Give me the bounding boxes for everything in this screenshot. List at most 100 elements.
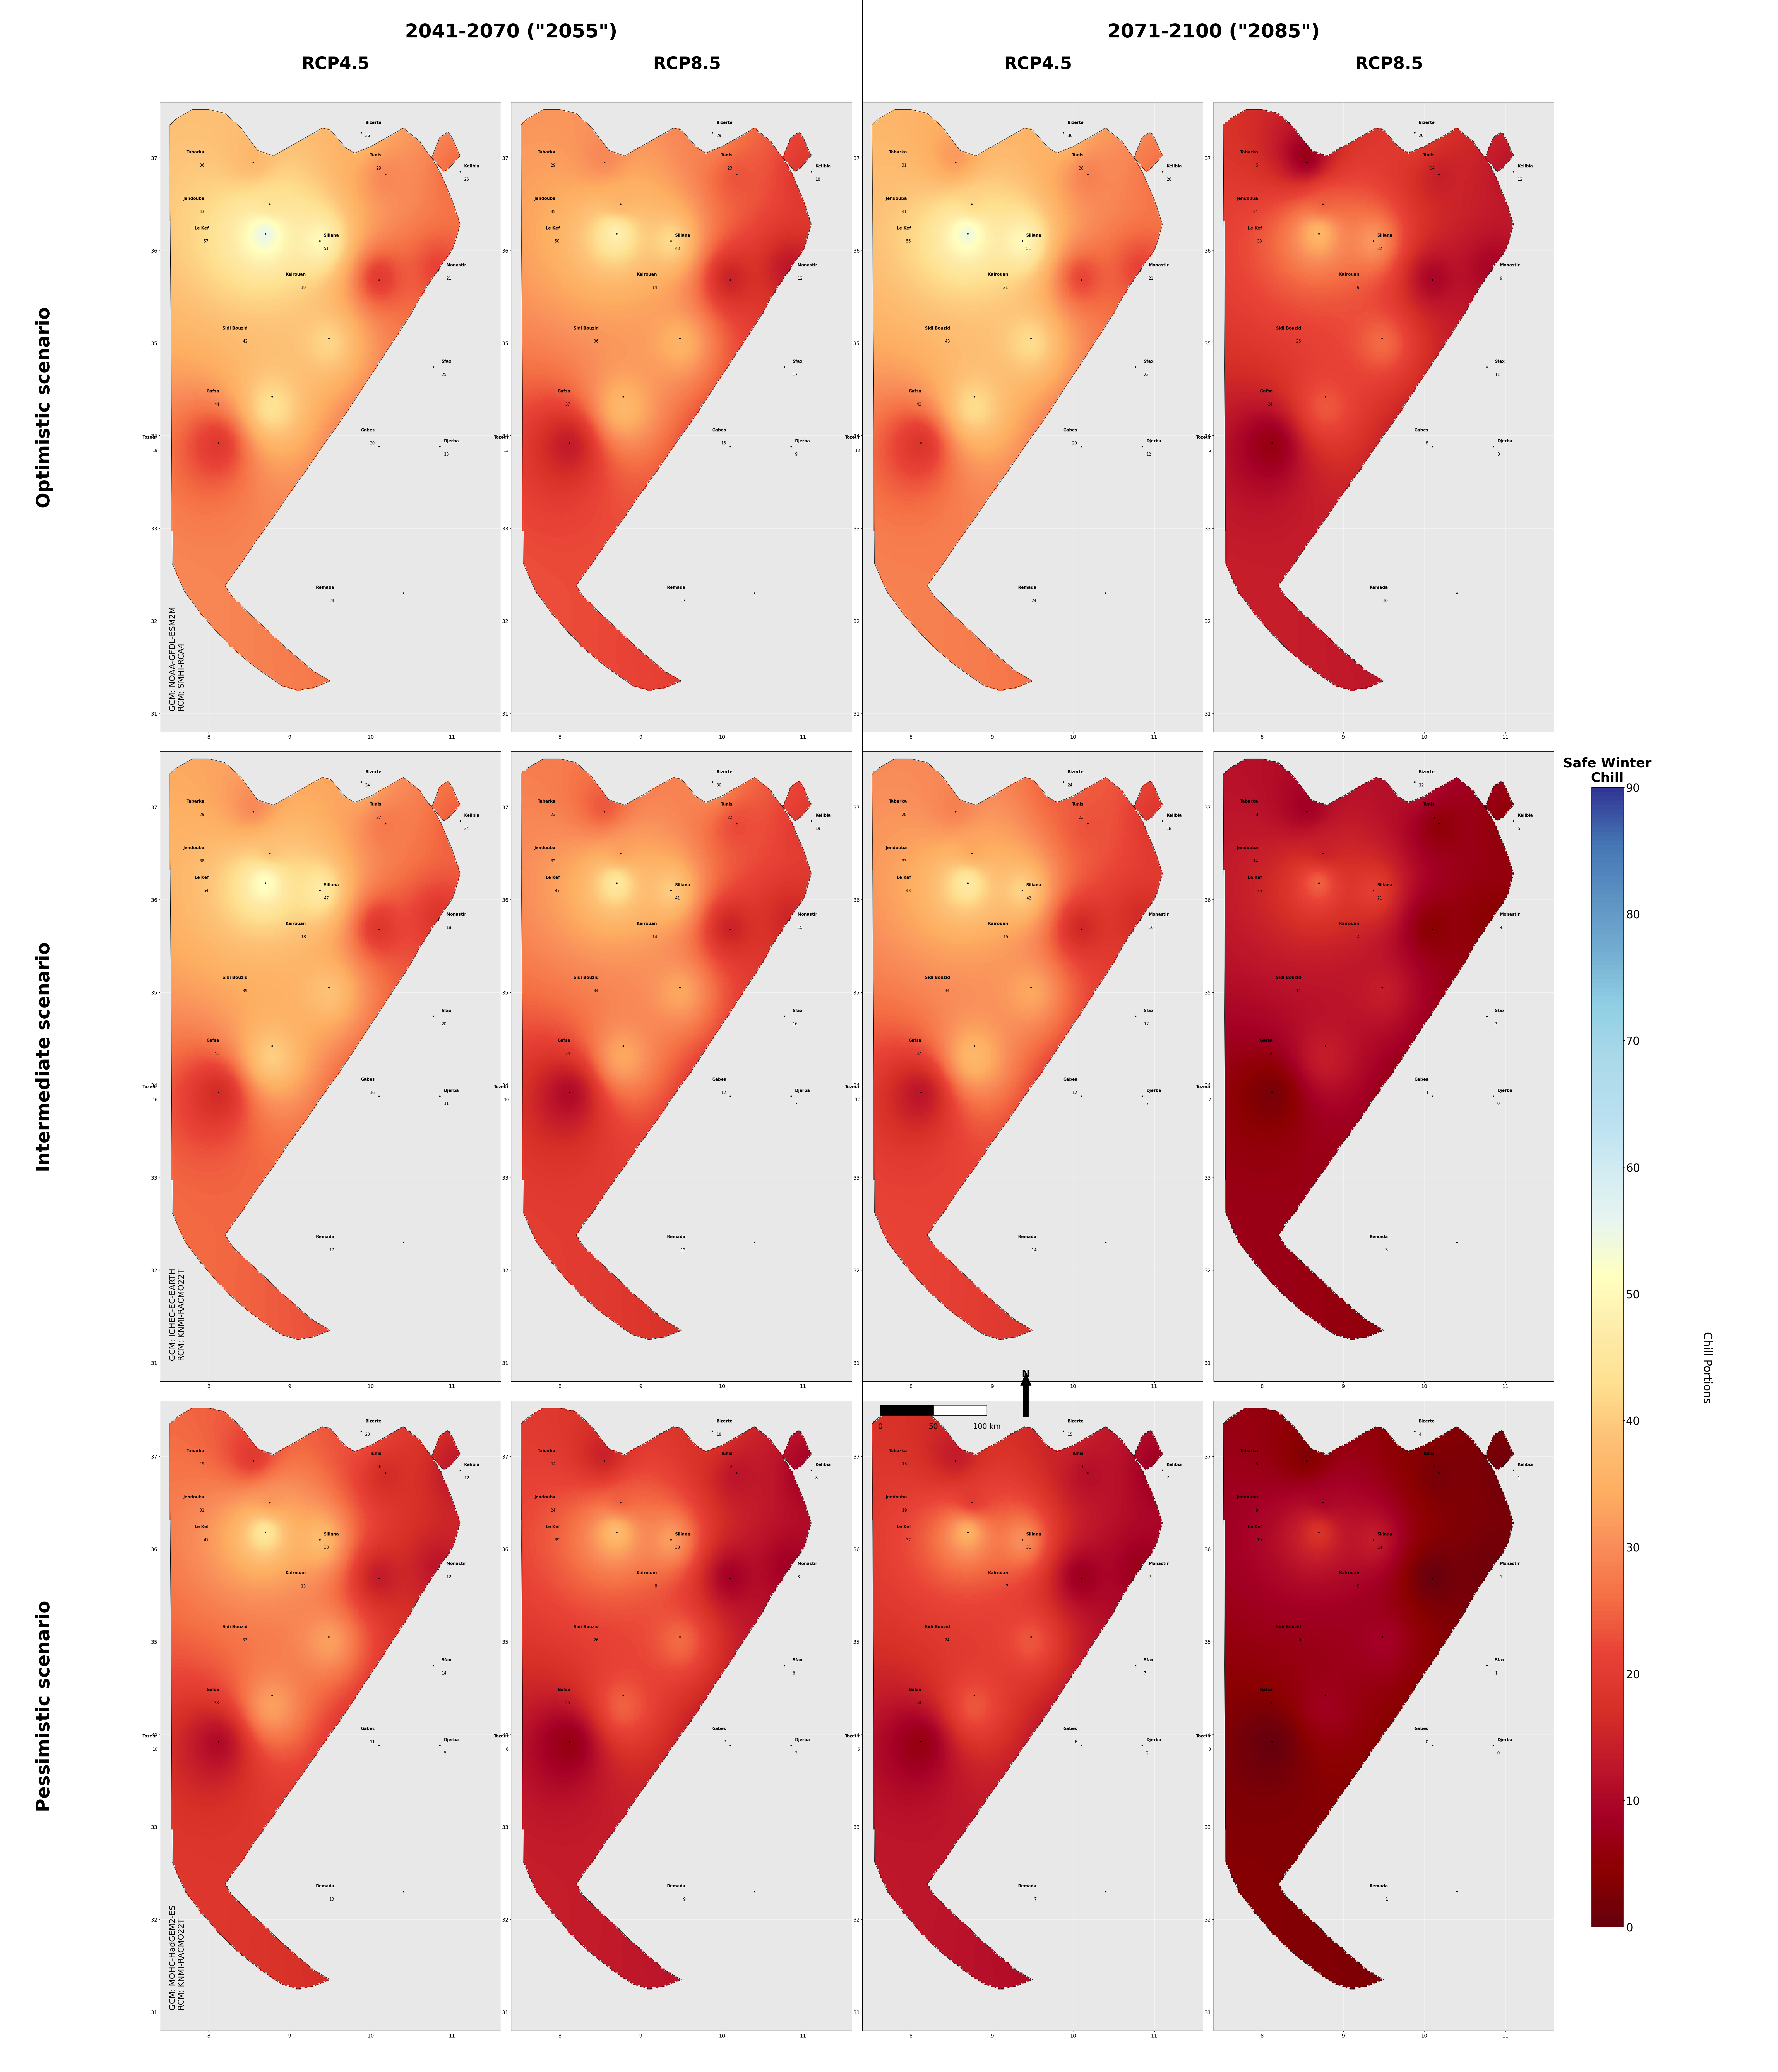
Text: 22: 22	[727, 816, 733, 818]
Text: Tozeur: Tozeur	[142, 1734, 158, 1738]
Text: Remada: Remada	[1019, 1235, 1037, 1239]
Text: Gabes: Gabes	[1414, 1077, 1428, 1082]
Text: Tunis: Tunis	[1422, 802, 1435, 806]
Text: Sidi Bouzid: Sidi Bouzid	[1277, 976, 1301, 980]
Text: 12: 12	[722, 1090, 725, 1094]
Text: Kairouan: Kairouan	[989, 922, 1008, 926]
Text: 16: 16	[1149, 926, 1154, 930]
Text: 26: 26	[1296, 340, 1301, 344]
Text: Kelibia: Kelibia	[816, 814, 830, 816]
Text: Djerba: Djerba	[795, 1738, 811, 1743]
Text: Le Kef: Le Kef	[896, 874, 910, 879]
Text: Bizerte: Bizerte	[1419, 1419, 1435, 1423]
Text: 19: 19	[816, 827, 820, 831]
Text: Sfax: Sfax	[1495, 1009, 1504, 1013]
Text: Sidi Bouzid: Sidi Bouzid	[574, 976, 599, 980]
Text: Djerba: Djerba	[444, 1738, 459, 1743]
Text: 37: 37	[565, 402, 571, 406]
Text: Tabarka: Tabarka	[1239, 1448, 1259, 1452]
Text: 12: 12	[1518, 178, 1522, 182]
Text: 14: 14	[1296, 988, 1301, 992]
Text: 14: 14	[441, 1672, 446, 1674]
Text: Monastir: Monastir	[446, 912, 466, 916]
Text: Sidi Bouzid: Sidi Bouzid	[925, 976, 949, 980]
Text: 35: 35	[551, 209, 557, 213]
Text: Gabes: Gabes	[711, 429, 725, 433]
Text: 28: 28	[901, 812, 907, 816]
Text: 6: 6	[857, 1747, 861, 1751]
Text: Gafsa: Gafsa	[206, 1687, 219, 1691]
Text: Gabes: Gabes	[1063, 1077, 1077, 1082]
Text: 7: 7	[1035, 1898, 1037, 1902]
Text: 47: 47	[203, 1537, 208, 1542]
Text: Jendouba: Jendouba	[885, 845, 907, 850]
Text: Gafsa: Gafsa	[909, 1038, 921, 1042]
Text: 12: 12	[1147, 452, 1152, 456]
Text: Sidi Bouzid: Sidi Bouzid	[574, 325, 599, 329]
Text: Siliana: Siliana	[1026, 234, 1042, 238]
Text: Monastir: Monastir	[1501, 1562, 1520, 1566]
Text: 41: 41	[901, 209, 907, 213]
Text: 20: 20	[441, 1021, 446, 1026]
Text: 9: 9	[1357, 286, 1360, 290]
Text: 47: 47	[324, 895, 329, 899]
Text: 29: 29	[199, 812, 204, 816]
Text: Tunis: Tunis	[1072, 1452, 1085, 1455]
Text: 26: 26	[1257, 889, 1262, 893]
Text: 39: 39	[242, 988, 247, 992]
Text: Bizerte: Bizerte	[717, 1419, 733, 1423]
Text: Jendouba: Jendouba	[885, 197, 907, 201]
Text: Kelibia: Kelibia	[464, 1463, 480, 1467]
Text: Kairouan: Kairouan	[989, 274, 1008, 276]
Text: 20: 20	[1072, 441, 1077, 445]
Text: 1: 1	[1518, 1475, 1520, 1479]
Text: Sfax: Sfax	[441, 1009, 452, 1013]
Text: 39: 39	[555, 1537, 560, 1542]
Text: 0: 0	[1426, 1740, 1428, 1745]
Text: 23: 23	[727, 166, 733, 170]
Text: Le Kef: Le Kef	[546, 874, 560, 879]
Text: Monastir: Monastir	[446, 263, 466, 267]
Text: 6: 6	[507, 1747, 509, 1751]
Text: Siliana: Siliana	[324, 1531, 340, 1535]
Text: Sfax: Sfax	[1495, 361, 1504, 363]
Text: Sfax: Sfax	[441, 1658, 452, 1662]
Text: RCP8.5: RCP8.5	[1355, 56, 1422, 73]
Text: 30: 30	[717, 783, 722, 787]
Text: Jendouba: Jendouba	[535, 1496, 557, 1498]
Text: Chill Portions: Chill Portions	[1702, 1332, 1712, 1403]
Text: Kelibia: Kelibia	[816, 1463, 830, 1467]
Text: Sidi Bouzid: Sidi Bouzid	[925, 325, 949, 329]
Text: 17: 17	[329, 1247, 334, 1251]
Text: 12: 12	[464, 1475, 469, 1479]
Text: 7: 7	[1149, 1575, 1150, 1579]
Text: Tabarka: Tabarka	[1239, 151, 1259, 153]
Text: Siliana: Siliana	[676, 234, 690, 238]
Text: Kelibia: Kelibia	[816, 164, 830, 168]
Text: 3: 3	[1497, 452, 1501, 456]
Text: Remada: Remada	[1369, 586, 1389, 591]
Text: 14: 14	[1430, 166, 1435, 170]
Text: 31: 31	[199, 1508, 204, 1513]
Text: 1: 1	[1426, 1090, 1428, 1094]
Text: GCM: MOHC-HadGEM2-ES
RCM: KNMI-RACMO22T: GCM: MOHC-HadGEM2-ES RCM: KNMI-RACMO22T	[169, 1904, 185, 2010]
Text: 7: 7	[1166, 1475, 1168, 1479]
Text: 33: 33	[676, 1546, 681, 1550]
Text: 24: 24	[1268, 402, 1273, 406]
Text: RCP8.5: RCP8.5	[653, 56, 720, 73]
Text: Jendouba: Jendouba	[535, 845, 557, 850]
Text: 13: 13	[901, 1463, 907, 1465]
Text: 11: 11	[1079, 1465, 1085, 1469]
Text: Bizerte: Bizerte	[364, 1419, 382, 1423]
Text: GCM: ICHEC-EC-EARTH
RCM: KNMI-RACMO22T: GCM: ICHEC-EC-EARTH RCM: KNMI-RACMO22T	[169, 1268, 185, 1361]
Text: 19: 19	[199, 1463, 204, 1465]
Text: 34: 34	[565, 1053, 571, 1055]
Text: 51: 51	[1026, 247, 1031, 251]
Text: GCM: NOAA-GFDL-ESM2M
RCM: SMHI-RCA4: GCM: NOAA-GFDL-ESM2M RCM: SMHI-RCA4	[169, 607, 185, 711]
Text: 12: 12	[798, 276, 802, 280]
Text: 48: 48	[905, 889, 910, 893]
Text: 33: 33	[213, 1701, 219, 1705]
Text: Tabarka: Tabarka	[187, 1448, 204, 1452]
Text: Gabes: Gabes	[361, 1077, 375, 1082]
Text: 32: 32	[1378, 247, 1383, 251]
